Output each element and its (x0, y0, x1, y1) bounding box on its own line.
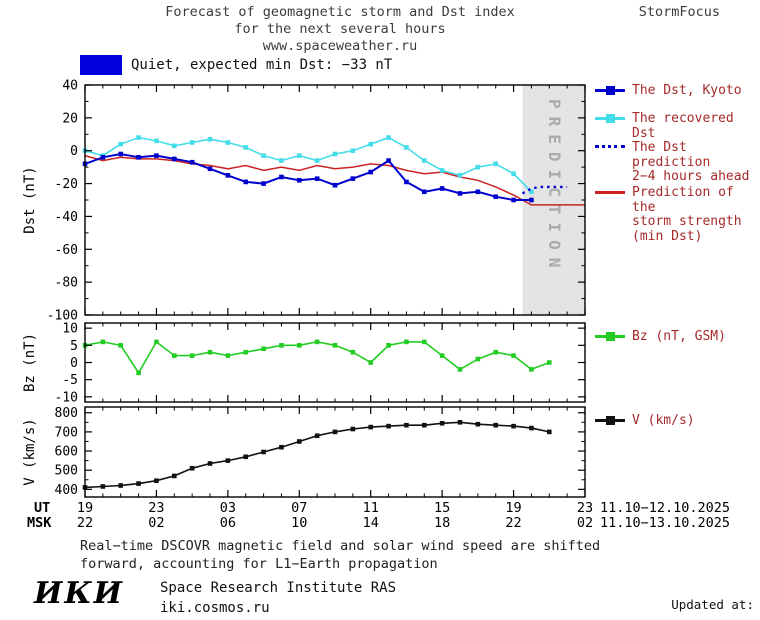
ut-tick-label: 11 (362, 500, 379, 516)
legend-recovered-dst: The recovered Dst (595, 111, 760, 141)
legend-dst-prediction: The Dst prediction 2−4 hours ahead (595, 140, 760, 185)
svg-text:-10: -10 (55, 390, 78, 405)
recovered-dst-marker-icon (595, 112, 625, 125)
legend-label-line: Prediction of the (632, 185, 734, 215)
svg-text:400: 400 (55, 483, 78, 498)
v-marker-icon (595, 414, 625, 427)
institute-site-link[interactable]: iki.cosmos.ru (160, 599, 270, 616)
legend-label-line: 2−4 hours ahead (632, 169, 750, 184)
legend-label-line: storm strength (632, 214, 742, 229)
svg-text:-80: -80 (55, 276, 78, 291)
ut-axis-label: UT (34, 500, 51, 516)
note-line-2: forward, accounting for L1−Earth propaga… (80, 555, 438, 572)
legend-label: The Dst prediction 2−4 hours ahead (632, 140, 760, 185)
svg-text:-5: -5 (62, 373, 78, 388)
dst-prediction-marker-icon (595, 141, 625, 154)
msk-tick-label: 02 (148, 515, 165, 531)
legend-dst-kyoto: The Dst, Kyoto (595, 83, 742, 99)
propagation-note: Real−time DSCOVR magnetic field and sola… (80, 538, 600, 573)
svg-text:800: 800 (55, 406, 78, 421)
ut-tick-label: 07 (291, 500, 308, 516)
updated-label: Updated at: (671, 597, 754, 612)
svg-text:20: 20 (62, 111, 78, 126)
updated-at-block: Updated at: UT 19:05, 12.10.2025 MSK 22:… (596, 562, 754, 620)
brand-stormfocus: StormFocus (638, 4, 720, 20)
ut-tick-label: 23 (148, 500, 165, 516)
status-label: Quiet, expected min Dst: −33 nT (131, 57, 393, 73)
svg-text:600: 600 (55, 445, 78, 460)
storm-status-row: Quiet, expected min Dst: −33 nT (80, 54, 392, 76)
legend-label-line: The Dst prediction (632, 140, 711, 170)
title-line-1: Forecast of geomagnetic storm and Dst in… (165, 4, 515, 20)
dst-kyoto-marker-icon (595, 84, 625, 97)
msk-tick-label: 14 (362, 515, 379, 531)
title-url[interactable]: www.spaceweather.ru (262, 38, 418, 54)
svg-text:Dst (nT): Dst (nT) (22, 166, 38, 233)
iki-logo: ИКИ (34, 576, 124, 611)
quiet-level-swatch (80, 55, 122, 75)
msk-date-range: 11.10−13.10.2025 (600, 515, 731, 531)
bz-chart: 10 5 0 -5 -10 Bz (nT) (22, 322, 586, 405)
time-axis: UT MSK 11.10−12.10.2025 11.10−13.10.2025… (0, 500, 760, 532)
ut-tick-label: 23 (576, 500, 594, 516)
msk-tick-label: 06 (219, 515, 236, 531)
v-chart: 800 700 600 500 400 V (km/s) (22, 406, 586, 498)
bz-marker-icon (595, 330, 625, 343)
legend-v: V (km/s) (595, 413, 695, 429)
svg-text:0: 0 (70, 356, 78, 371)
ut-tick-label: 15 (434, 500, 451, 516)
svg-text:-40: -40 (55, 210, 78, 225)
note-line-1: Real−time DSCOVR magnetic field and sola… (80, 538, 601, 554)
legend-label: V (km/s) (632, 413, 695, 428)
msk-tick-label: 22 (76, 515, 94, 531)
svg-text:V (km/s): V (km/s) (22, 418, 38, 485)
svg-text:Bz (nT): Bz (nT) (22, 333, 38, 392)
institute-name: Space Research Institute RAS (160, 580, 397, 596)
title-line-2: for the next several hours (234, 21, 446, 37)
ut-tick-label: 03 (219, 500, 236, 516)
ut-date-range: 11.10−12.10.2025 (600, 500, 731, 516)
svg-text:500: 500 (55, 464, 78, 479)
msk-axis-label: MSK (27, 515, 52, 531)
legend-storm-strength: Prediction of the storm strength (min Ds… (595, 185, 760, 244)
svg-text:-60: -60 (55, 243, 78, 258)
legend-label: Bz (nT, GSM) (632, 329, 726, 344)
legend-label: The Dst, Kyoto (632, 83, 742, 98)
svg-text:-100: -100 (47, 309, 78, 324)
svg-text:40: 40 (62, 79, 78, 94)
legend-label: The recovered Dst (632, 111, 734, 141)
msk-tick-label: 22 (505, 515, 522, 531)
svg-text:5: 5 (70, 339, 78, 354)
msk-tick-label: 18 (434, 515, 451, 531)
svg-text:700: 700 (55, 425, 78, 440)
svg-text:-20: -20 (55, 177, 78, 192)
svg-text:10: 10 (62, 322, 78, 337)
msk-tick-label: 10 (291, 515, 308, 531)
legend-label-line: (min Dst) (632, 228, 703, 244)
legend-label: Prediction of the storm strength (min Ds… (632, 185, 760, 244)
ut-tick-label: 19 (505, 500, 522, 516)
legend-bz: Bz (nT, GSM) (595, 329, 726, 345)
storm-strength-marker-icon (595, 186, 625, 199)
institute-block: Space Research Institute RAS iki.cosmos.… (160, 579, 396, 618)
page-title: Forecast of geomagnetic storm and Dst in… (80, 4, 600, 55)
svg-text:0: 0 (70, 144, 78, 159)
msk-tick-label: 02 (576, 515, 594, 531)
ut-tick-label: 19 (76, 500, 94, 516)
